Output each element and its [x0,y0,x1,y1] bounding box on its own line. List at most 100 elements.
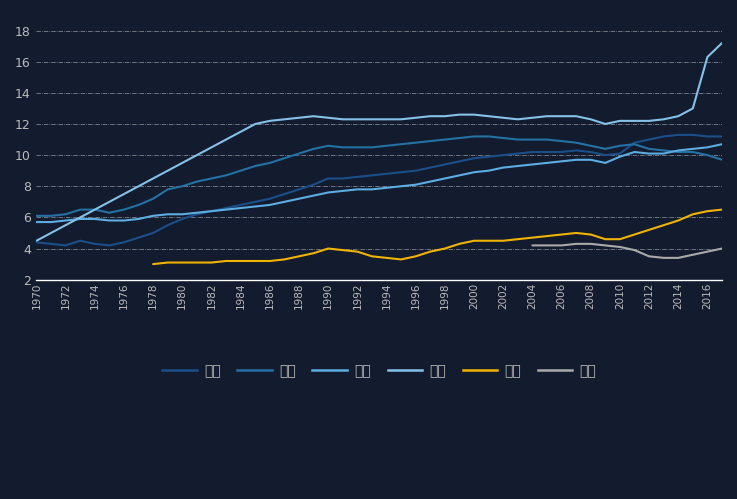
英国 [178,211,186,217]
英国 [484,168,493,174]
日本 [528,137,537,143]
中国 [397,256,405,262]
中国 [688,211,697,217]
日本 [280,155,289,161]
美国 [382,116,391,122]
日本 [718,157,727,163]
美国 [514,116,523,122]
英国 [630,149,639,155]
美国 [178,160,186,166]
德国 [280,191,289,197]
德国 [601,152,609,158]
日本 [178,183,186,189]
英国 [674,147,682,153]
日本 [164,186,172,192]
印度 [572,241,581,247]
德国 [178,216,186,222]
中国 [251,258,259,264]
印度 [718,246,727,251]
美国 [688,105,697,111]
美国 [192,152,201,158]
美国 [32,238,41,244]
英国 [718,141,727,147]
美国 [572,113,581,119]
英国 [76,216,85,222]
英国 [557,158,566,164]
美国 [353,116,362,122]
英国 [46,219,55,225]
德国 [630,140,639,146]
日本 [441,137,450,143]
日本 [76,207,85,213]
中国 [426,249,435,254]
德国 [514,151,523,157]
日本 [703,152,712,158]
中国 [164,259,172,265]
英国 [615,154,624,160]
中国 [674,218,682,224]
日本 [630,141,639,147]
德国 [703,133,712,139]
德国 [557,149,566,155]
美国 [61,222,70,228]
德国 [397,169,405,175]
中国 [557,232,566,238]
日本 [149,196,158,202]
英国 [192,210,201,216]
中国 [411,253,420,259]
德国 [645,137,654,143]
日本 [688,149,697,155]
德国 [542,149,551,155]
中国 [368,253,377,259]
德国 [353,174,362,180]
美国 [149,176,158,182]
美国 [164,168,172,174]
日本 [572,140,581,146]
德国 [207,208,216,214]
日本 [426,138,435,144]
日本 [368,144,377,150]
中国 [353,249,362,254]
英国 [134,216,143,222]
美国 [411,115,420,121]
美国 [46,230,55,236]
日本 [119,207,128,213]
英国 [237,205,245,211]
美国 [601,121,609,127]
英国 [32,219,41,225]
中国 [280,256,289,262]
日本 [455,135,464,141]
日本 [469,133,478,139]
中国 [645,227,654,233]
印度 [703,249,712,254]
英国 [572,157,581,163]
美国 [630,118,639,124]
印度 [674,255,682,261]
日本 [251,163,259,169]
德国 [368,172,377,178]
美国 [659,116,668,122]
印度 [645,253,654,259]
Line: 德国: 德国 [36,135,722,246]
英国 [324,190,332,196]
美国 [324,115,332,121]
中国 [149,261,158,267]
日本 [105,210,113,216]
德国 [718,133,727,139]
日本 [514,137,523,143]
德国 [222,205,231,211]
德国 [411,168,420,174]
德国 [265,196,274,202]
日本 [411,140,420,146]
英国 [222,207,231,213]
中国 [601,236,609,242]
美国 [587,116,595,122]
日本 [324,143,332,149]
日本 [484,133,493,139]
英国 [382,185,391,191]
日本 [499,135,508,141]
德国 [119,240,128,246]
美国 [207,144,216,150]
美国 [557,113,566,119]
英国 [251,204,259,210]
